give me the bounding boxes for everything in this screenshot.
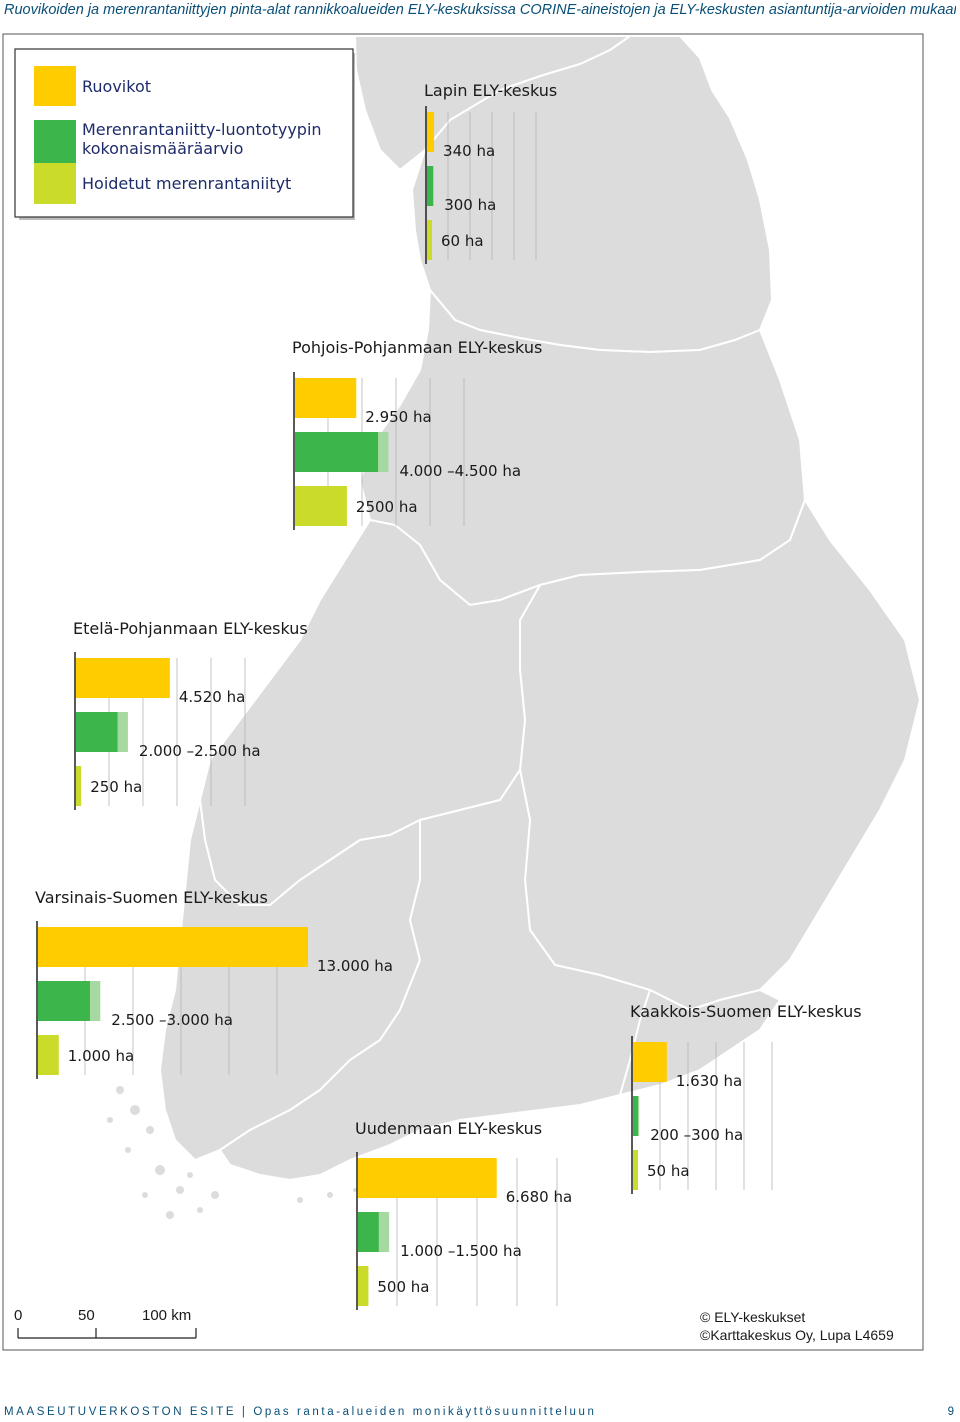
region-chart-0: Lapin ELY-keskus 340 ha 300 ha 60 ha [424,81,557,264]
footer-separator: | [241,1406,248,1418]
credit-ely: © ELY-keskukset [700,1309,805,1325]
figure-caption: Ruovikoiden ja merenrantaniittyjen pinta… [4,2,956,18]
region-chart-1: Pohjois-Pohjanmaan ELY-keskus 2.950 ha 4.0… [292,338,542,530]
legend-swatch-managed [34,163,76,204]
bar-managed [295,486,347,526]
region-title: Uudenmaan ELY-keskus [355,1119,542,1138]
legend-swatch-reed [34,66,76,106]
region-bar-charts: Lapin ELY-keskus 340 ha 300 ha 60 ha Pohjois… [35,81,862,1310]
bar-managed [427,220,432,260]
region-lappi-west [353,35,634,172]
region-chart-3: Varsinais-Suomen ELY-keskus 13.000 ha 2.50… [35,888,393,1079]
region-title: Etelä-Pohjanmaan ELY-keskus [73,619,308,638]
footer-series-name: MAASEUTUVERKOSTON ESITE [4,1406,237,1418]
legend-label-meadow-line1: Merenrantaniitty-luontotyypin [82,120,322,139]
bar-managed [76,766,82,806]
legend-label-reed: Ruovikot [82,77,151,96]
value-label-managed: 1.000 ha [68,1047,134,1065]
value-label-meadow: 2.500 –3.000 ha [111,1011,233,1029]
region-title: Kaakkois-Suomen ELY-keskus [630,1002,862,1021]
scale-label-0: 0 [14,1307,22,1324]
scale-label-50: 50 [78,1307,95,1324]
value-label-managed: 500 ha [377,1278,429,1296]
region-title: Varsinais-Suomen ELY-keskus [35,888,268,907]
archipelago-islands [107,387,453,1219]
value-label-managed: 2500 ha [356,498,418,516]
bar-reed [427,112,435,152]
bar-reed [76,658,170,698]
region-chart-4: Uudenmaan ELY-keskus 6.680 ha 1.000 –1.500… [355,1119,572,1310]
bar-reed [38,927,308,967]
footer-text: MAASEUTUVERKOSTON ESITE | Opas ranta-alu… [4,1406,597,1418]
value-label-managed: 250 ha [90,778,142,796]
value-label-reed: 6.680 ha [506,1188,572,1206]
region-chart-2: Etelä-Pohjanmaan ELY-keskus 4.520 ha 2.000… [73,619,308,810]
land-shapes [158,35,922,1182]
value-label-meadow: 200 –300 ha [650,1126,743,1144]
bar-meadow [633,1096,638,1136]
value-label-meadow: 1.000 –1.500 ha [400,1242,522,1260]
bar-meadow [76,712,118,752]
credit-karttakeskus: ©Karttakeskus Oy, Lupa L4659 [700,1327,894,1343]
page-footer: MAASEUTUVERKOSTON ESITE | Opas ranta-alu… [0,1405,960,1422]
value-label-reed: 2.950 ha [365,408,431,426]
bar-reed [295,378,357,418]
value-label-meadow: 2.000 –2.500 ha [139,742,261,760]
bar-managed [633,1150,638,1190]
bar-managed [38,1035,59,1075]
legend-label-meadow-line2: kokonaismääräarvio [82,139,243,158]
value-label-reed: 13.000 ha [317,957,393,975]
value-label-reed: 4.520 ha [179,688,245,706]
region-title: Lapin ELY-keskus [424,81,557,100]
bar-meadow [295,432,379,472]
region-title: Pohjois-Pohjanmaan ELY-keskus [292,338,542,357]
bar-meadow [38,981,90,1021]
value-label-reed: 340 ha [443,142,495,160]
value-label-reed: 1.630 ha [676,1072,742,1090]
legend-label-managed: Hoidetut merenrantaniityt [82,174,291,193]
bar-reed [633,1042,667,1082]
bar-managed [358,1266,369,1306]
page-number: 9 [947,1406,954,1418]
scale-bar: 0 50 100 km [14,1307,197,1339]
value-label-managed: 60 ha [441,232,484,250]
scale-label-100: 100 km [142,1307,191,1324]
bar-meadow [358,1212,379,1252]
bar-meadow [427,166,434,206]
region-chart-5: Kaakkois-Suomen ELY-keskus 1.630 ha 200 –3… [630,1002,862,1194]
footer-publication: Opas ranta-alueiden monikäyttösuunnittel… [253,1406,597,1418]
legend: Ruovikot Merenrantaniitty-luontotyypin k… [14,48,355,220]
value-label-managed: 50 ha [647,1162,690,1180]
value-label-meadow: 4.000 –4.500 ha [399,462,521,480]
bar-reed [358,1158,497,1198]
legend-swatch-meadow [34,120,76,163]
value-label-meadow: 300 ha [444,196,496,214]
